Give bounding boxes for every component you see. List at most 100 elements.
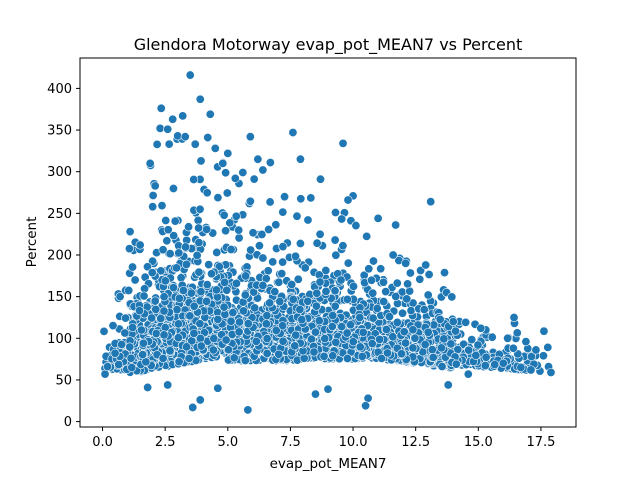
scatter-point <box>170 216 180 226</box>
scatter-point <box>391 292 401 302</box>
scatter-point <box>330 301 340 311</box>
scatter-point <box>196 341 206 351</box>
scatter-point <box>156 103 166 113</box>
scatter-point <box>292 211 302 221</box>
scatter-point <box>295 154 305 164</box>
scatter-point <box>265 197 275 207</box>
scatter-point <box>163 124 173 134</box>
scatter-point <box>159 292 169 302</box>
scatter-point <box>315 229 325 239</box>
scatter-point <box>309 347 319 357</box>
scatter-point <box>426 197 436 207</box>
scatter-point <box>509 312 519 322</box>
scatter-point <box>396 349 406 359</box>
scatter-point <box>399 327 409 337</box>
scatter-point <box>377 353 387 363</box>
scatter-point <box>180 132 190 142</box>
scatter-point <box>262 311 272 321</box>
scatter-point <box>330 235 340 245</box>
scatter-point <box>311 301 321 311</box>
scatter-point <box>152 139 162 149</box>
scatter-point <box>437 361 447 371</box>
scatter-point <box>315 277 325 287</box>
scatter-point <box>185 311 195 321</box>
scatter-point <box>262 334 272 344</box>
x-axis-label: evap_pot_MEAN7 <box>270 456 387 472</box>
scatter-point <box>214 262 224 272</box>
scatter-point <box>127 363 137 373</box>
scatter-point <box>303 296 313 306</box>
scatter-point <box>178 285 188 295</box>
scatter-point <box>243 405 253 415</box>
scatter-point <box>526 365 536 375</box>
scatter-point <box>184 222 194 232</box>
scatter-point <box>219 302 229 312</box>
scatter-point <box>277 269 287 279</box>
scatter-point <box>258 165 268 175</box>
scatter-point <box>210 143 220 153</box>
scatter-point <box>539 326 549 336</box>
scatter-point <box>516 362 526 372</box>
scatter-point <box>392 317 402 327</box>
scatter-point <box>342 328 352 338</box>
scatter-point <box>357 351 367 361</box>
scatter-point <box>271 220 281 230</box>
scatter-point <box>405 268 415 278</box>
scatter-point <box>220 277 230 287</box>
scatter-point <box>310 327 320 337</box>
scatter-point <box>181 242 191 252</box>
scatter-point <box>100 369 110 379</box>
points-layer <box>99 70 556 415</box>
scatter-point <box>297 315 307 325</box>
scatter-point <box>331 250 341 260</box>
scatter-point <box>250 303 260 313</box>
scatter-point <box>163 380 173 390</box>
y-tick-label: 400 <box>47 82 72 97</box>
scatter-point <box>451 326 461 336</box>
scatter-point <box>427 345 437 355</box>
scatter-point <box>367 275 377 285</box>
scatter-point <box>229 353 239 363</box>
scatter-point <box>420 340 430 350</box>
scatter-point <box>138 350 148 360</box>
scatter-point <box>202 224 212 234</box>
scatter-point <box>164 139 174 149</box>
scatter-point <box>108 321 118 331</box>
scatter-point <box>124 285 134 295</box>
y-tick-label: 250 <box>47 207 72 222</box>
scatter-point <box>319 351 329 361</box>
scatter-point <box>392 278 402 288</box>
scatter-point <box>135 306 145 316</box>
scatter-point <box>196 287 206 297</box>
scatter-point <box>498 358 508 368</box>
scatter-point <box>231 211 241 221</box>
scatter-point <box>194 267 204 277</box>
scatter-point <box>194 238 204 248</box>
x-tick-label: 7.5 <box>280 435 301 450</box>
scatter-point <box>264 224 274 234</box>
scatter-point <box>403 279 413 289</box>
scatter-point <box>222 188 232 198</box>
scatter-point <box>150 181 160 191</box>
scatter-point <box>235 317 245 327</box>
scatter-point <box>410 333 420 343</box>
scatter-point <box>435 314 445 324</box>
scatter-point <box>463 369 473 379</box>
scatter-point <box>440 268 450 278</box>
scatter-point <box>148 191 158 201</box>
scatter-point <box>265 298 275 308</box>
scatter-point <box>245 196 255 206</box>
scatter-point <box>439 334 449 344</box>
scatter-point <box>312 288 322 298</box>
scatter-point <box>195 319 205 329</box>
scatter-point <box>225 218 235 228</box>
scatter-point <box>258 280 268 290</box>
scatter-point <box>337 322 347 332</box>
scatter-point <box>173 131 183 141</box>
scatter-point <box>471 350 481 360</box>
scatter-point <box>321 286 331 296</box>
scatter-point <box>124 244 134 254</box>
scatter-point <box>447 292 457 302</box>
scatter-point <box>362 231 372 241</box>
